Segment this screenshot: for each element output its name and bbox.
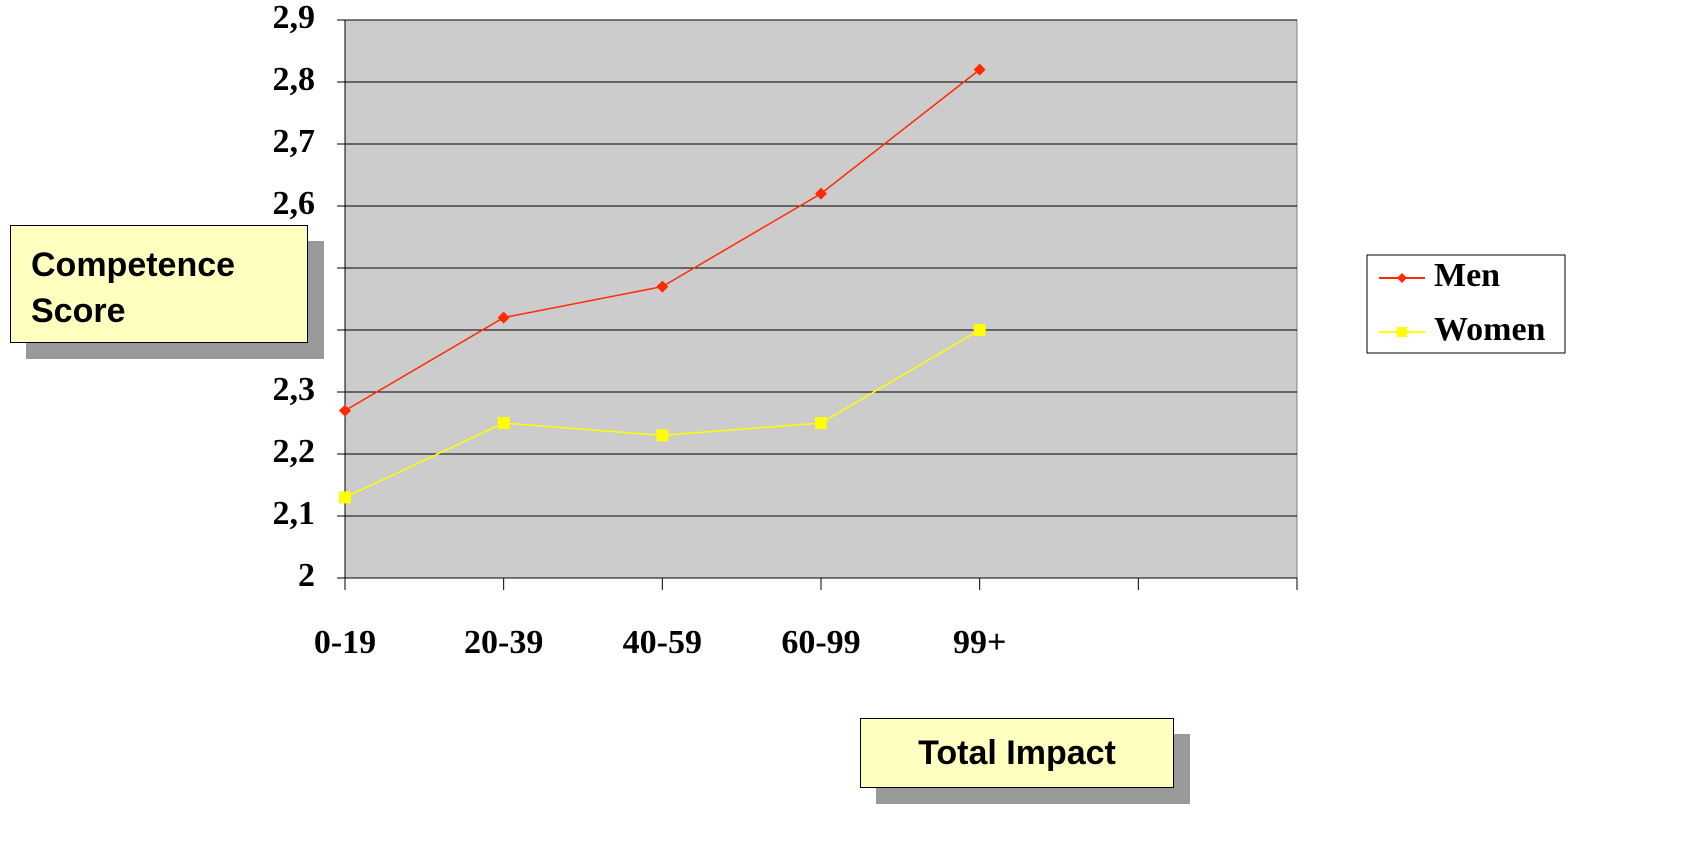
legend-label: Women	[1434, 311, 1546, 348]
y-tick-label: 2	[298, 557, 315, 594]
marker	[656, 280, 669, 293]
marker	[339, 491, 351, 504]
legend-marker	[1397, 273, 1407, 283]
x-tick-label: 99+	[953, 624, 1006, 661]
x-tick-label: 20-39	[464, 624, 543, 661]
legend-label: Men	[1434, 257, 1500, 294]
marker	[973, 324, 986, 336]
x-tick-label: 0-19	[314, 624, 376, 661]
y-tick-label: 2,3	[273, 371, 316, 408]
marker	[815, 417, 827, 429]
legend-marker	[1397, 327, 1407, 337]
y-tick-label: 2,1	[273, 495, 316, 532]
marker	[497, 311, 510, 324]
y-tick-label: 2,6	[273, 185, 316, 222]
y-tick-label: 2,9	[273, 0, 316, 36]
plot-area	[344, 19, 1298, 579]
marker	[973, 63, 986, 76]
marker	[656, 429, 669, 442]
x-tick-label: 40-59	[623, 624, 702, 661]
x-tick-label: 60-99	[781, 624, 860, 661]
marker	[339, 404, 351, 417]
marker	[497, 417, 510, 429]
y-axis-title: Competence Score	[10, 225, 308, 343]
y-tick-label: 2,7	[273, 123, 316, 160]
marker	[815, 187, 827, 200]
y-tick-label: 2,8	[273, 61, 316, 98]
y-tick-label: 2,2	[273, 433, 316, 470]
x-axis-title: Total Impact	[860, 718, 1174, 788]
